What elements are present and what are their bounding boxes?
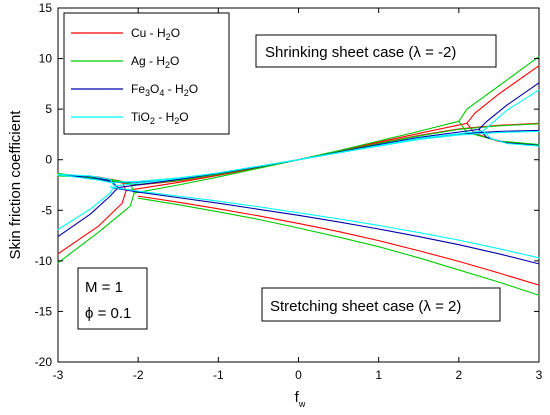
annotation-shrinking-box (255, 34, 497, 68)
x-tick-label: -2 (133, 368, 144, 382)
series-1-branch-4-line (137, 197, 540, 296)
series-3-branch-3-line (57, 130, 540, 184)
data-curves (57, 56, 540, 296)
axis-ticks (57, 7, 540, 363)
legend-label-2: Fe3O4 - H2O (131, 82, 198, 98)
annotation-stretching-text: Stretching sheet case (λ = 2) (270, 298, 461, 315)
annotation-shrinking-text: Shrinking sheet case (λ = -2) (265, 44, 456, 61)
y-tick-label: 5 (45, 102, 52, 116)
y-tick-label: -5 (41, 203, 52, 217)
series-3-branch-4-line (109, 186, 540, 259)
y-tick-label: -20 (35, 355, 53, 369)
series-3-branch-2-line (482, 89, 540, 147)
annotation-shrinking: Shrinking sheet case (λ = -2) (255, 34, 497, 68)
annotation-params: M = 1 ϕ = 0.1 (77, 267, 148, 330)
legend-label-3: TiO2 - H2O (131, 110, 189, 126)
legend-entries: Cu - H2O Ag - H2O Fe3O4 - H2O TiO2 - H2O (71, 26, 198, 126)
legend: Cu - H2O Ag - H2O Fe3O4 - H2O TiO2 - H2O (63, 12, 230, 135)
y-tick-label: 10 (39, 52, 53, 66)
y-tick-label: -10 (35, 254, 53, 268)
series-2-branch-4-line (113, 187, 540, 265)
y-tick-label: -15 (35, 304, 53, 318)
x-tick-label: 1 (375, 368, 382, 382)
param-m-text: M = 1 (85, 279, 123, 296)
param-phi-text: ϕ = 0.1 (85, 305, 131, 322)
x-tick-label: -3 (53, 368, 64, 382)
y-tick-label: 0 (45, 153, 52, 167)
y-axis-label: Skin friction coefficient (7, 110, 24, 260)
x-tick-label: 0 (295, 368, 302, 382)
legend-label-0: Cu - H2O (131, 26, 180, 42)
annotation-stretching: Stretching sheet case (λ = 2) (261, 287, 501, 322)
annotation-stretching-box (261, 287, 501, 322)
x-axis-label-main: f (295, 389, 300, 406)
series-0-branch-4-line (137, 195, 540, 286)
x-axis-label: fw (295, 389, 306, 409)
x-tick-label: -1 (213, 368, 224, 382)
y-tick-label: 15 (39, 1, 53, 15)
x-tick-label: 2 (455, 368, 462, 382)
annotation-params-box (77, 267, 148, 330)
x-axis-label-sub: w (298, 399, 306, 409)
legend-label-1: Ag - H2O (131, 54, 179, 70)
x-tick-label: 3 (536, 368, 543, 382)
